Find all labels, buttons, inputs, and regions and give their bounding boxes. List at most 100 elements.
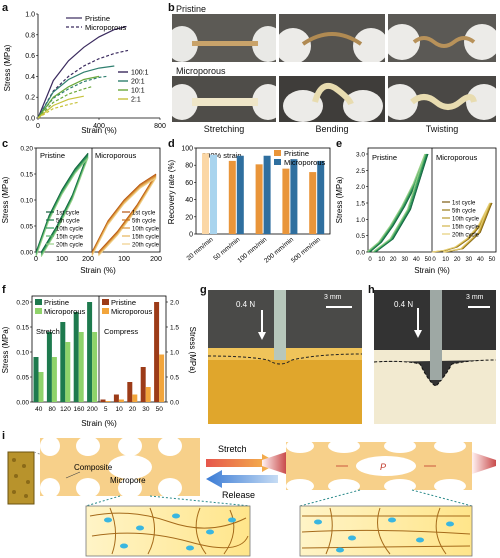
chart-f-bar-compress-microporous xyxy=(132,394,138,402)
chart-c-legend-label: 1st cycle xyxy=(56,211,80,217)
chart-f-bar-compress-microporous xyxy=(159,354,165,402)
chart-c-ytick-label: 0.15 xyxy=(20,172,33,179)
chart-c-legend-label: 1st cycle xyxy=(132,211,156,217)
d-legend-microporous: Microporous xyxy=(284,158,326,167)
f-legend-pristine: Pristine xyxy=(44,298,69,307)
chart-d-bar-microporous xyxy=(210,154,217,234)
chart-c-legend-label: 10th cycle xyxy=(56,227,84,233)
i-release-label: Release xyxy=(222,490,255,500)
chart-e-pristine-curve xyxy=(375,153,429,253)
chart-c-microporous-curve xyxy=(91,175,157,255)
panel-label-e: e xyxy=(336,138,343,150)
chart-e-microporous-curve xyxy=(431,202,491,253)
chart-f-bar-compress-pristine xyxy=(140,367,146,402)
chart-e-pristine-curve xyxy=(366,153,426,253)
chart-f-bar-stretch-microporous xyxy=(51,357,57,402)
chart-e-ytick-label: 0.5 xyxy=(356,233,365,240)
chart-d-bar-microporous xyxy=(290,159,298,234)
f-legend-microporous-right: Microporous xyxy=(111,307,153,316)
chart-c-ylabel: Stress (MPa) xyxy=(1,176,10,223)
chart-f-ytick-right-label: 1.5 xyxy=(170,325,179,332)
chart-f-bar-compress-pristine xyxy=(154,302,160,402)
chart-f-bar-stretch-pristine xyxy=(46,332,52,402)
chart-f-bar-stretch-microporous xyxy=(78,332,84,402)
panel-label-h: h xyxy=(368,284,375,296)
chart-c-microporous-curve xyxy=(98,174,157,254)
chart-e-ytick-label: 3.0 xyxy=(356,152,365,159)
g-force-label: 0.4 N xyxy=(236,300,256,309)
chart-f-ytick-label: 0.15 xyxy=(16,325,29,332)
chart-e-xtick-label: 40 xyxy=(477,257,484,263)
chart-d-bar-pristine xyxy=(282,168,290,234)
chart-e-xtick-label: 20 xyxy=(454,257,461,263)
chart-e-xtick-label: 30 xyxy=(465,257,472,263)
chart-c-xtick-label: 100 xyxy=(56,256,68,263)
chart-a-line xyxy=(37,49,129,119)
chart-e-xtick-label: 10 xyxy=(442,257,449,263)
chart-f-xtick-label: 20 xyxy=(129,406,137,413)
chart-e-xtick-label: 10 xyxy=(378,257,385,263)
chart-c-legend-label: 10th cycle xyxy=(132,227,160,233)
chart-a-ytick-label: 0.0 xyxy=(25,116,35,123)
chart-f-xtick-label: 120 xyxy=(60,406,71,413)
d-annotation: 200% strain xyxy=(202,151,242,160)
chart-c-xtick-label: 200 xyxy=(82,256,94,263)
chart-e-pristine-curve xyxy=(372,153,426,253)
chart-d-bar-microporous xyxy=(263,155,271,234)
chart-d-ytick-label: 20 xyxy=(185,214,193,221)
chart-f-ytick-right-label: 2.0 xyxy=(170,300,179,307)
panel-label-b: b xyxy=(168,2,175,14)
chart-f-ytick-label: 0.20 xyxy=(16,300,29,307)
photo-microporous-bending xyxy=(279,76,385,122)
f-stretch-label: Stretch xyxy=(36,327,60,336)
chart-f-bar-stretch-pristine xyxy=(87,302,93,402)
chart-a: 0.00.20.40.60.81.0 0 400 800 Stress (MPa) … xyxy=(3,12,166,136)
chart-e-legend-label: 20th cycle xyxy=(452,233,480,239)
h-scale-label: 3 mm xyxy=(466,294,484,301)
chart-a-ylabel: Stress (MPa) xyxy=(3,44,12,91)
chart-c-legend-label: 20th cycle xyxy=(132,243,160,249)
chart-e-legend-label: 5th cycle xyxy=(452,209,476,215)
chart-c-ytick-label: 0.05 xyxy=(20,224,33,231)
photo-microporous-twisting xyxy=(388,76,496,122)
chart-e-xtick-label: 20 xyxy=(390,257,397,263)
chart-f-xtick-label: 30 xyxy=(142,406,150,413)
chart-a-ytick-label: 0.2 xyxy=(25,95,35,102)
chart-f-ytick-label: 0.05 xyxy=(16,375,29,382)
chart-a-ytick-label: 0.4 xyxy=(25,74,35,81)
chart-f-ylabel: Stress (MPa) xyxy=(1,326,10,373)
chart-c-xtick-label: 200 xyxy=(150,256,162,263)
chart-d-bar-pristine xyxy=(309,172,317,234)
g-scale-label: 3 mm xyxy=(324,294,342,301)
chart-e-legend-label: 1st cycle xyxy=(452,201,476,207)
chart-f-ytick-label: 0.10 xyxy=(16,350,29,357)
chart-e-ytick-label: 2.0 xyxy=(356,184,365,191)
chart-c-microporous-curve xyxy=(91,174,157,254)
chart-c-pristine-curve xyxy=(35,157,89,257)
chart-a-xtick-label: 400 xyxy=(93,123,105,130)
i-p-label: P xyxy=(380,462,386,472)
chart-c-xtick-label: 0 xyxy=(34,256,38,263)
chart-d-ytick-label: 0 xyxy=(189,232,193,239)
f-compress-label: Compress xyxy=(104,327,138,336)
chart-e-pristine-curve xyxy=(367,153,427,253)
chart-f-ytick-right-label: 0.0 xyxy=(170,400,179,407)
chart-d-bar-pristine xyxy=(255,164,263,234)
chart-f-bar-stretch-microporous xyxy=(38,372,44,402)
chart-f-bar-compress-pristine xyxy=(100,399,106,402)
legend-ratio-label: 20:1 xyxy=(131,79,145,86)
chart-a-line xyxy=(37,101,78,119)
chart-d-ytick-label: 60 xyxy=(185,180,193,187)
b-row2-label: Microporous xyxy=(176,66,226,76)
chart-e-pristine-curve xyxy=(374,153,428,253)
chart-f-xtick-label: 200 xyxy=(87,406,98,413)
photo-pristine-twisting xyxy=(388,14,496,62)
chart-c-ytick-label: 0.10 xyxy=(20,198,33,205)
chart-d-ytick-label: 100 xyxy=(181,146,193,153)
chart-e-legend-label: 10th cycle xyxy=(452,217,480,223)
chart-a-xtick-label: 0 xyxy=(36,123,40,130)
chart-f-xtick-label: 80 xyxy=(48,406,56,413)
i-micropore-label: Micropore xyxy=(110,476,146,485)
